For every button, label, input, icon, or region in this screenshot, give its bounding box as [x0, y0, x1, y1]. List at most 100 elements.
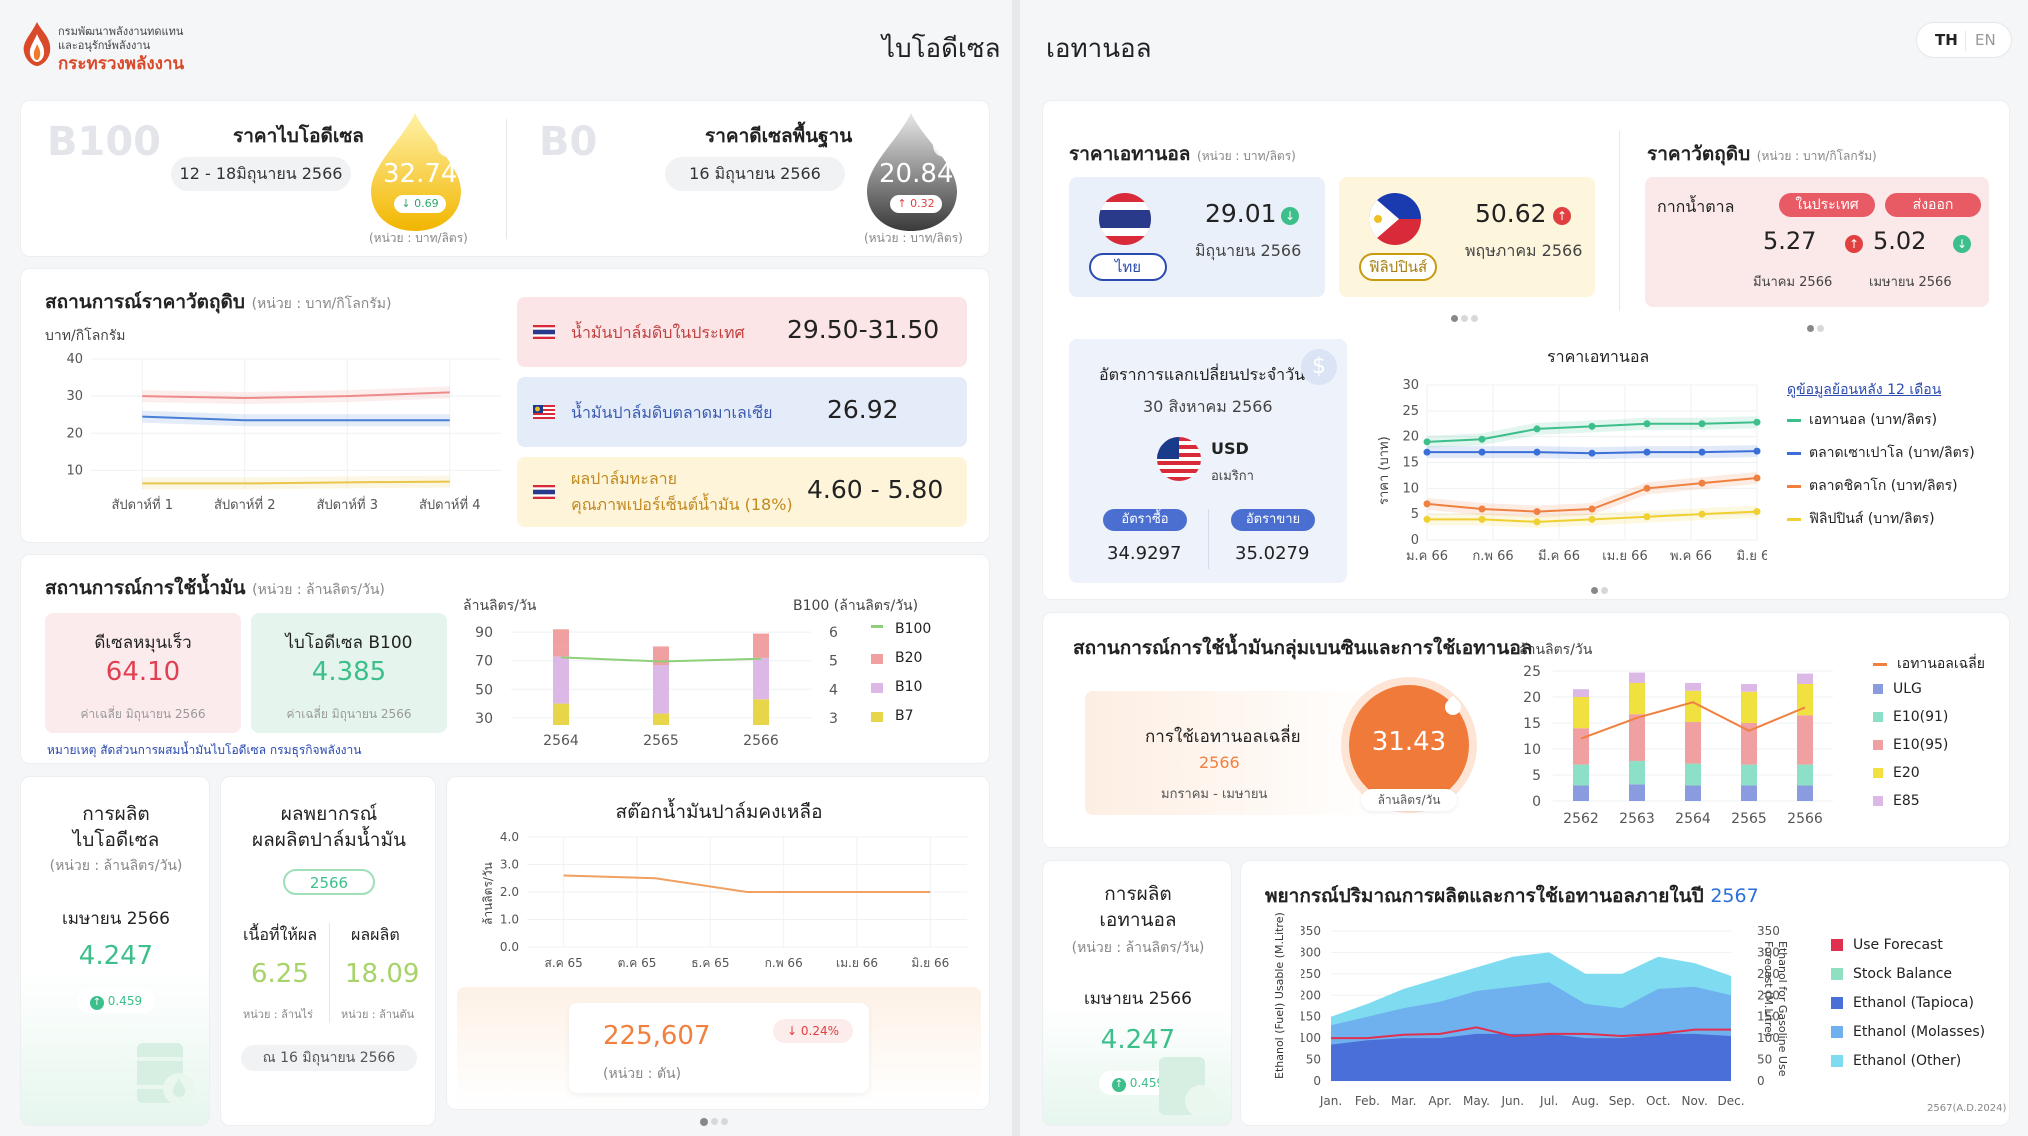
pager-dot[interactable] [1817, 325, 1824, 332]
prod-value: 4.247 [78, 941, 154, 971]
eprod-card: การผลิต เอทานอล (หน่วย : ล้านลิตร/วัน) เ… [1042, 860, 1232, 1126]
x-tick-label: 2563 [1619, 811, 1655, 827]
y-tick-label: 150 [1301, 1010, 1321, 1024]
pager-dot-active[interactable] [1451, 315, 1458, 322]
eth-history-link[interactable]: ดูข้อมูลย้อนหลัง 12 เดือน [1787, 382, 1942, 398]
raw-price-tab-export[interactable]: ส่งออก [1885, 193, 1981, 217]
bar-segment [753, 657, 769, 700]
series-point [1698, 510, 1706, 518]
logo: กรมพัฒนาพลังงานทดแทน และอนุรักษ์พลังงาน … [18, 18, 248, 74]
x-tick-label: ม.ค 66 [1406, 549, 1448, 564]
b0-unit: (หน่วย : บาท/ลิตร) [864, 231, 963, 245]
raw-price-pager[interactable] [1807, 317, 1827, 332]
eforecast-footnote: 2567(A.D.2024) [1927, 1103, 2007, 1114]
pager-dot-active[interactable] [1807, 325, 1814, 332]
lang-en-button[interactable]: EN [1975, 31, 1996, 49]
legend-label: Use Forecast [1853, 937, 1943, 953]
pager-dot-active[interactable] [700, 1118, 708, 1126]
rawmat-item-3-label2: คุณภาพเปอร์เซ็นต์น้ำมัน (18%) [571, 495, 793, 514]
x-tick-label: 2564 [543, 733, 579, 749]
bar-segment [1573, 728, 1589, 765]
arrow-down-icon: ↓ [787, 1024, 801, 1038]
bar-segment [753, 633, 769, 645]
arrow-up-circle-icon: ↑ [1845, 235, 1863, 253]
area-series [1331, 1033, 1731, 1081]
legend-item: E10(91) [1873, 709, 1948, 725]
malaysia-flag-icon [533, 405, 555, 419]
oiluse-right-axis: B100 (ล้านลิตร/วัน) [793, 598, 919, 614]
eth-th-box[interactable]: ไทย 29.01 ↓ มิถุนายน 2566 [1069, 177, 1325, 297]
prod-card: การผลิต ไบโอดีเซล (หน่วย : ล้านลิตร/วัน)… [20, 776, 210, 1126]
y-tick-label: 30 [66, 389, 83, 404]
legend-item: เอทานอลเฉลี่ย [1873, 653, 1985, 675]
x-tick-label: มี.ค 66 [1538, 548, 1580, 564]
legend-item: E20 [1873, 765, 1920, 781]
logo-line2: และอนุรักษ์พลังงาน [58, 39, 151, 52]
raw-price-tab-domestic[interactable]: ในประเทศ [1779, 193, 1875, 217]
raw-price-title-text: ราคาวัตถุดิบ [1647, 143, 1751, 165]
gasuse-year: 2566 [1199, 753, 1240, 772]
series-point [1698, 479, 1706, 487]
eforecast-title: พยากรณ์ปริมาณการผลิตและการใช้เอทานอลภายใ… [1265, 881, 1759, 911]
legend-label: B7 [895, 708, 914, 724]
series-point [1478, 435, 1486, 443]
bar-segment [1685, 763, 1701, 786]
legend-swatch [1831, 939, 1843, 951]
legend-swatch [871, 683, 883, 693]
lang-th-button[interactable]: TH [1935, 31, 1958, 49]
gasuse-avg-box: การใช้เอทานอลเฉลี่ย 2566 มกราคม - เมษายน [1085, 691, 1385, 815]
eprod-title1: การผลิต [1104, 883, 1172, 905]
eprod-change: 0.459 [1129, 1076, 1165, 1090]
pager-dot[interactable] [1601, 587, 1608, 594]
x-tick-label: Feb. [1355, 1094, 1380, 1108]
legend-label: B10 [895, 679, 922, 695]
y2-tick-label: 5 [829, 654, 838, 670]
eth-chart-pager[interactable] [1591, 579, 1611, 594]
b100-change-badge: ↓ 0.69 [394, 195, 446, 213]
series-band [1427, 472, 1757, 518]
pager-dot[interactable] [711, 1118, 718, 1125]
eth-th-label: ไทย [1089, 253, 1167, 281]
pager-dot[interactable] [1471, 315, 1478, 322]
bar-segment [1573, 689, 1589, 697]
oiluse-title: สถานการณ์การใช้น้ำมัน (หน่วย : ล้านลิตร/… [45, 573, 385, 603]
y-tick-label: 50 [475, 682, 493, 698]
use-forecast-line [1331, 1026, 1731, 1040]
diesel-note: ค่าเฉลี่ย มิถุนายน 2566 [80, 707, 206, 721]
series-point [1753, 508, 1761, 516]
forecast-yield-unit: หน่วย : ล้านตัน [341, 1008, 415, 1021]
x-tick-label: สัปดาห์ที่ 4 [419, 496, 480, 513]
x-tick-label: 2566 [1787, 811, 1823, 827]
pager-dot[interactable] [1461, 315, 1468, 322]
pager-dot-active[interactable] [1591, 587, 1598, 594]
bar-segment [1573, 697, 1589, 729]
b100-line [560, 656, 762, 663]
left-pager[interactable] [700, 1116, 728, 1126]
prod-change: 0.459 [107, 994, 143, 1008]
gasuse-period: มกราคม - เมษายน [1161, 787, 1268, 802]
x-tick-label: เม.ย 66 [836, 956, 878, 970]
lang-divider [1965, 31, 1966, 51]
legend-swatch [1787, 418, 1801, 422]
stock-card: สต๊อกน้ำมันปาล์มคงเหลือ ล้านลิตร/วัน 0.0… [446, 776, 990, 1110]
eth-ph-box[interactable]: ฟิลิปปินส์ 50.62 ↑ พฤษภาคม 2566 [1339, 177, 1595, 297]
fx-buy-value: 34.9297 [1107, 543, 1182, 564]
eth-price-pager[interactable] [1451, 307, 1481, 322]
series-point [1753, 474, 1761, 482]
series-point [1753, 418, 1761, 426]
pager-dot[interactable] [721, 1118, 728, 1125]
oiluse-title-text: สถานการณ์การใช้น้ำมัน [45, 577, 246, 599]
bar-segment [553, 656, 569, 704]
x-tick-label: สัปดาห์ที่ 2 [214, 496, 275, 513]
series-point [1478, 448, 1486, 456]
x-tick-label: Dec. [1717, 1094, 1744, 1108]
eprod-month: เมษายน 2566 [1083, 989, 1193, 1009]
eth-price-chart: 0 5 10 15 20 25 30 ม.ค 66 ก.พ 66 มี.ค 66 เม.ย 66 พ.… [1402, 378, 1767, 564]
series-point [1643, 513, 1651, 521]
language-toggle: TH EN [1916, 22, 2012, 58]
b0-change-badge: ↑ 0.32 [890, 195, 942, 213]
bar-segment [1629, 760, 1645, 785]
y-tick-label: 100 [1301, 1031, 1321, 1045]
eforecast-title-text: พยากรณ์ปริมาณการผลิตและการใช้เอทานอลภายใ… [1265, 885, 1704, 907]
y-tick-label: 250 [1301, 967, 1321, 981]
